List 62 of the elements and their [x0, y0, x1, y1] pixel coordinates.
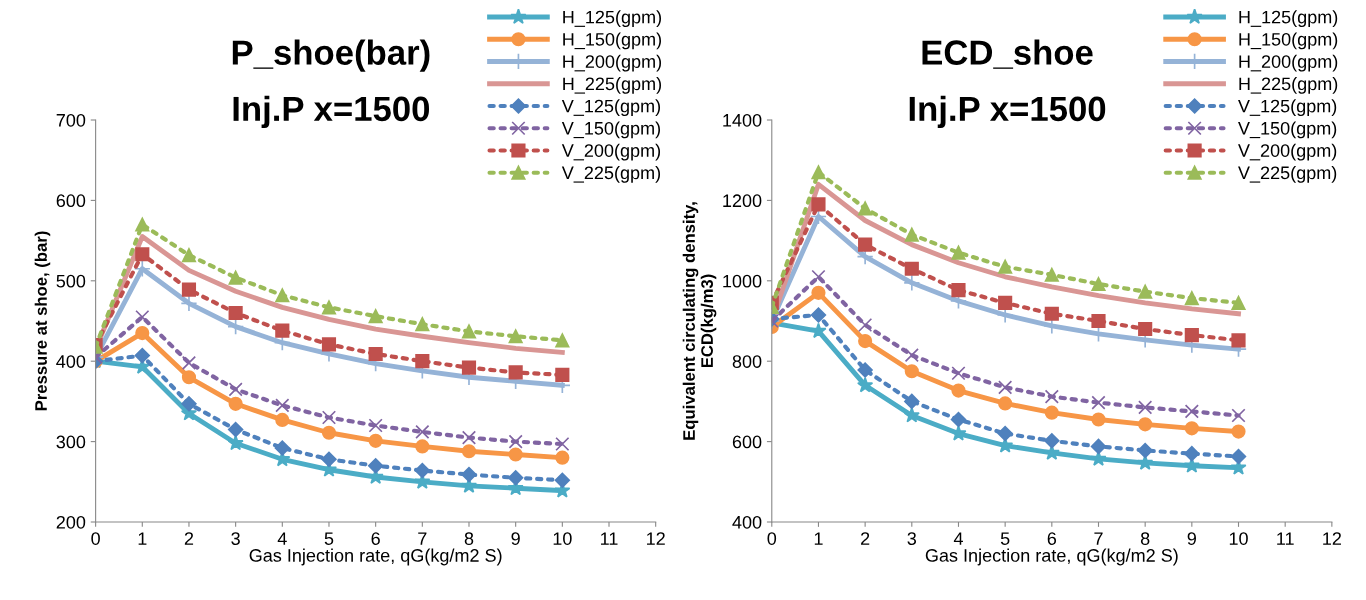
legend-label: V_200(gpm)	[561, 143, 661, 161]
legend-label: H_200(gpm)	[1239, 54, 1338, 72]
y-tick-label: 400	[56, 355, 86, 368]
x-tick-label: 12	[1323, 532, 1341, 545]
x-tick-label: 3	[907, 532, 917, 545]
legend-label: H_150(gpm)	[1239, 32, 1338, 50]
y-tick-label: 500	[56, 274, 86, 288]
x-tick-label: 10	[1229, 532, 1248, 545]
x-tick-label: 3	[231, 532, 240, 545]
y-tick-label: 200	[56, 515, 86, 529]
y-tick-label: 1400	[723, 113, 762, 127]
x-tick-label: 1	[814, 532, 823, 545]
y-axis-title: Equivalent circulating density, ECD(kg/m3)	[682, 202, 717, 440]
legend-label: V_150(gpm)	[1238, 121, 1337, 139]
legend-label: V_150(gpm)	[561, 121, 661, 139]
x-tick-label: 4	[277, 532, 287, 545]
legend-label: V_125(gpm)	[1238, 99, 1337, 117]
y-tick-label: 600	[732, 435, 762, 449]
x-axis-title: Gas Injection rate, qG(kg/m2 S)	[249, 548, 502, 566]
x-tick-label: 1	[138, 532, 147, 545]
legend-label: H_200(gpm)	[563, 54, 662, 72]
y-tick-label: 800	[732, 355, 762, 368]
legend-label: H_125(gpm)	[563, 10, 662, 28]
x-tick-label: 6	[371, 532, 380, 545]
legend-label: V_225(gpm)	[1238, 165, 1337, 183]
legend-label: V_200(gpm)	[1238, 143, 1337, 161]
x-tick-label: 5	[1000, 532, 1010, 545]
y-axis-title: Pressure at shoe, (bar)	[34, 231, 51, 411]
x-tick-label: 9	[1187, 532, 1196, 545]
x-tick-label: 6	[1047, 532, 1057, 545]
x-tick-label: 8	[1140, 532, 1150, 545]
x-tick-label: 11	[1277, 532, 1294, 545]
chart-title: ECD_shoe	[922, 39, 1093, 69]
legend-label: V_225(gpm)	[561, 165, 661, 183]
y-tick-label: 400	[732, 515, 762, 529]
chart-title: P_shoe(bar)	[232, 39, 430, 72]
y-tick-label: 1200	[723, 194, 762, 208]
y-tick-label: 700	[56, 113, 86, 127]
x-tick-label: 0	[91, 532, 100, 545]
x-tick-label: 11	[601, 532, 618, 545]
legend-label: V_125(gpm)	[561, 99, 661, 117]
legend-label: H_150(gpm)	[563, 32, 662, 50]
chart-subtitle: Inj.P x=1500	[233, 95, 430, 129]
x-tick-label: 7	[1094, 532, 1103, 545]
x-tick-label: 2	[861, 532, 870, 545]
y-tick-label: 1000	[723, 274, 762, 288]
legend-label: H_225(gpm)	[1239, 76, 1338, 94]
legend-label: H_225(gpm)	[563, 76, 662, 94]
x-tick-label: 10	[553, 532, 572, 545]
x-tick-label: 5	[324, 532, 334, 545]
chart-subtitle: Inj.P x=1500	[909, 95, 1106, 129]
x-tick-label: 0	[767, 532, 777, 545]
x-tick-label: 12	[647, 532, 665, 545]
x-tick-label: 9	[511, 532, 520, 545]
y-tick-label: 300	[56, 435, 86, 449]
x-tick-label: 7	[418, 532, 427, 545]
x-tick-label: 8	[464, 532, 474, 545]
x-axis-title: Gas Injection rate, qG(kg/m2 S)	[925, 548, 1178, 566]
legend-label: H_125(gpm)	[1239, 10, 1338, 28]
x-tick-label: 4	[953, 532, 963, 545]
x-tick-label: 2	[184, 532, 194, 545]
y-tick-label: 600	[56, 194, 86, 208]
